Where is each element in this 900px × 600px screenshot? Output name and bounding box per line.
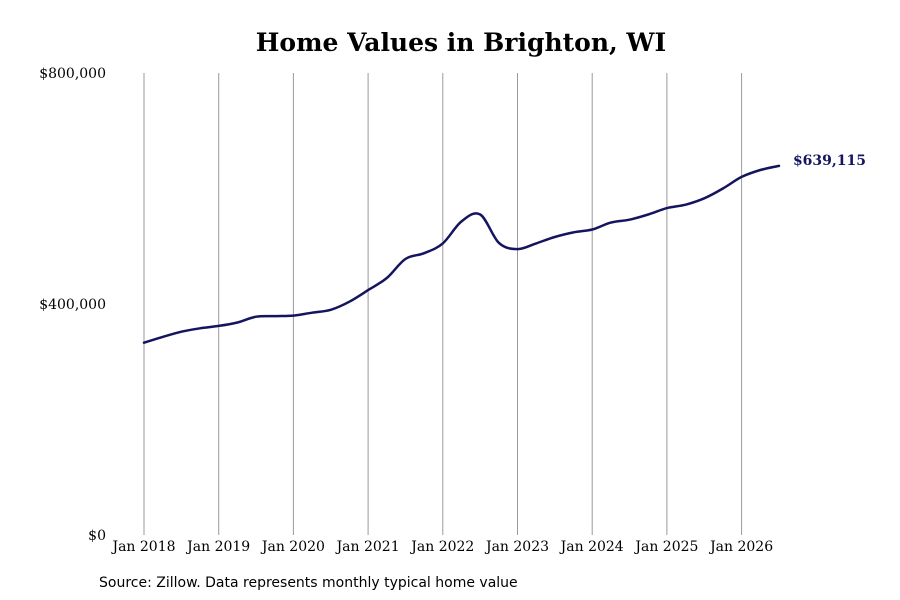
latest-value-label: $639,115 xyxy=(793,153,866,169)
y-axis-tick-labels: $0 $400,000 $800,000 xyxy=(39,66,106,544)
x-axis-tick-labels: Jan 2018 Jan 2019 Jan 2020 Jan 2021 Jan 2022… xyxy=(110,539,773,555)
source-note: Source: Zillow. Data represents monthly … xyxy=(99,575,518,591)
x-tick-label: Jan 2018 xyxy=(110,539,175,555)
x-tick-label: Jan 2021 xyxy=(335,539,400,555)
x-tick-label: Jan 2023 xyxy=(484,539,549,555)
x-tick-label: Jan 2022 xyxy=(409,539,474,555)
x-tick-label: Jan 2025 xyxy=(633,539,698,555)
y-tick-label: $400,000 xyxy=(39,297,106,313)
home-value-line xyxy=(142,164,781,344)
x-tick-label: Jan 2020 xyxy=(260,539,325,555)
x-tick-label: Jan 2024 xyxy=(559,539,624,555)
chart-title: Home Values in Brighton, WI xyxy=(256,28,666,57)
grid-lines xyxy=(143,73,743,535)
x-tick-label: Jan 2026 xyxy=(708,539,773,555)
y-tick-label: $800,000 xyxy=(39,66,106,82)
x-tick-label: Jan 2019 xyxy=(185,539,250,555)
y-tick-label: $0 xyxy=(88,528,106,544)
